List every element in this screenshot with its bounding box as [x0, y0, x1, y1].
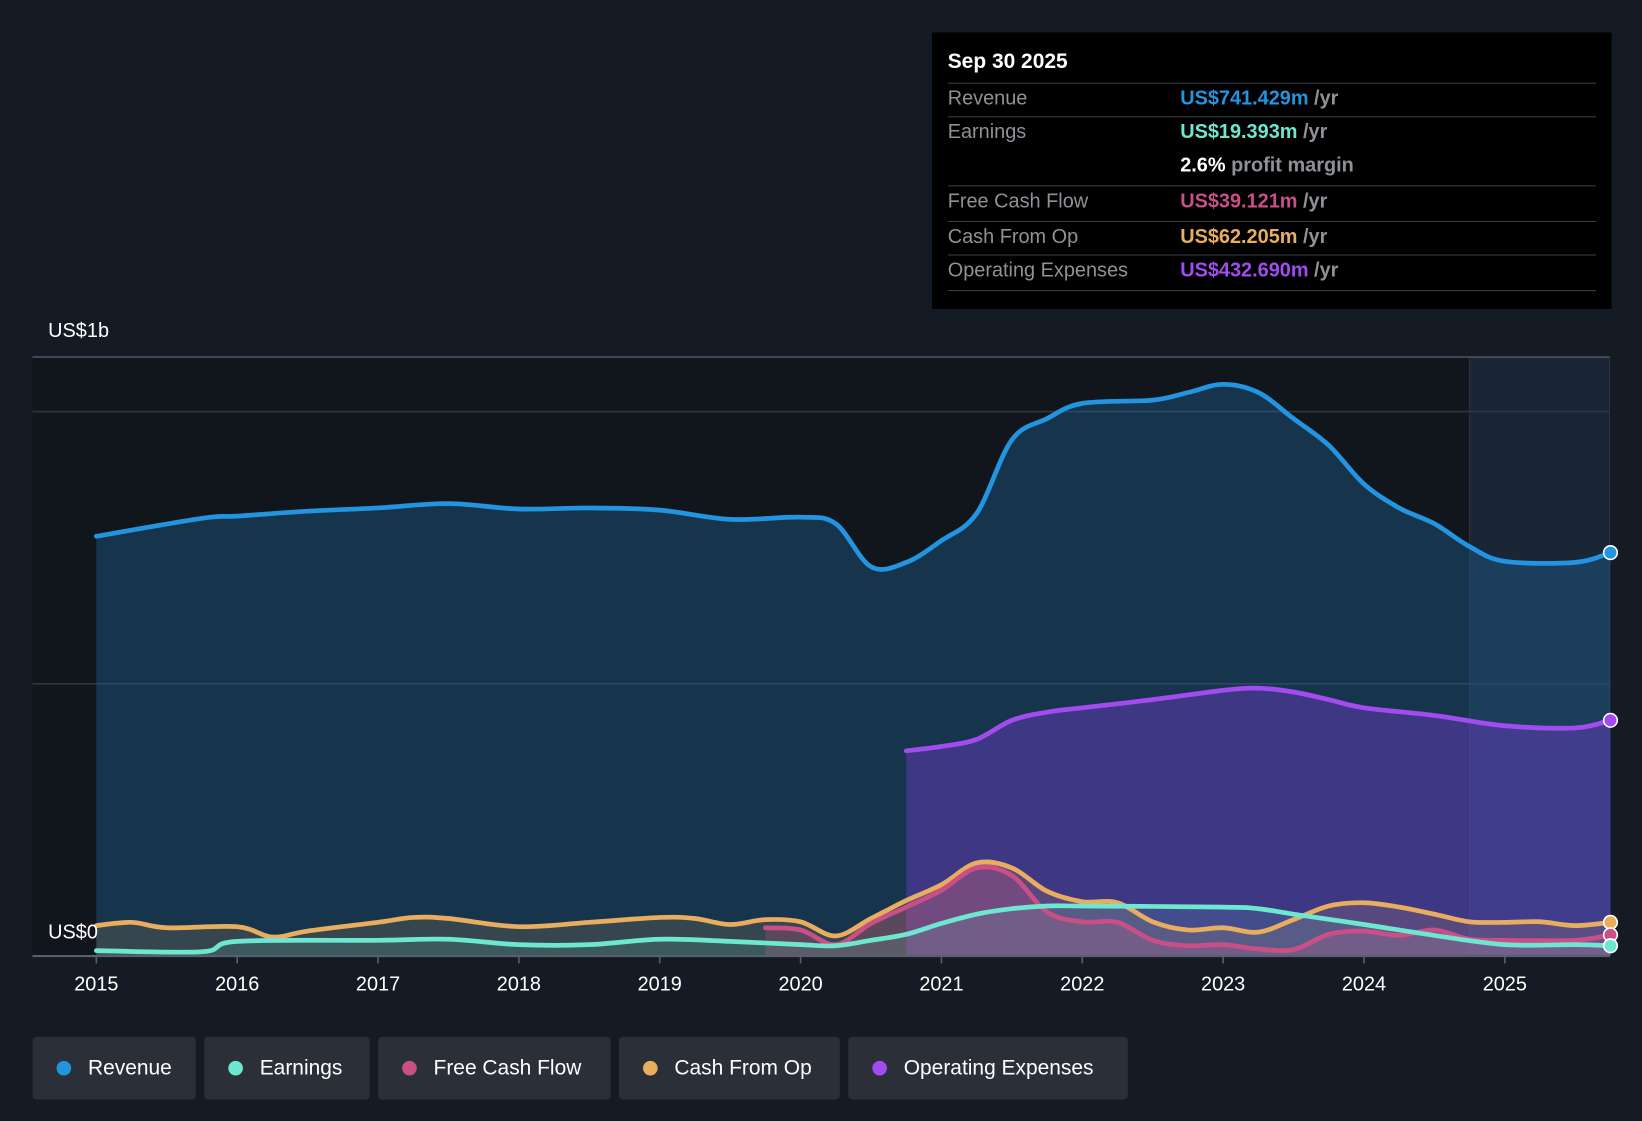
cash-from-op-line: [93, 859, 1613, 940]
tooltip-value: US$39.121m /yr: [1180, 190, 1328, 213]
tooltip-unit: /yr: [1314, 87, 1339, 110]
tooltip-unit: /yr: [1302, 121, 1328, 144]
legend-dot-icon: [872, 1060, 887, 1076]
revenue-area: [96, 384, 1611, 957]
operating-expenses-line: [903, 685, 1613, 754]
tooltip-label: Free Cash Flow: [947, 190, 1089, 213]
x-tick-label: 2025: [1483, 974, 1527, 996]
legend-item-operating-expenses[interactable]: Operating Expenses: [848, 1036, 1128, 1100]
x-tick-label: 2015: [74, 974, 118, 996]
tooltip-row: Earnings US$19.393m /yr: [947, 116, 1596, 151]
earnings-line: [93, 903, 1613, 955]
tooltip-value: US$741.429m /yr: [1180, 87, 1339, 110]
x-tick-label: 2022: [1060, 974, 1104, 996]
x-tick-label: 2019: [638, 974, 682, 996]
legend-dot-icon: [402, 1060, 417, 1076]
tooltip-label: Revenue: [947, 87, 1028, 110]
tooltip-row: Revenue US$741.429m /yr: [947, 82, 1596, 118]
legend-label: Operating Expenses: [903, 1056, 1094, 1080]
x-tick-label: 2021: [919, 974, 963, 996]
operating-expenses-area: [906, 688, 1611, 957]
x-tick-label: 2017: [356, 974, 400, 996]
tooltip: Sep 30 2025 Revenue US$741.429m /yr Earnin…: [932, 32, 1612, 309]
legend-item-revenue[interactable]: Revenue: [32, 1036, 196, 1100]
legend-item-free-cash-flow[interactable]: Free Cash Flow: [378, 1036, 611, 1100]
tooltip-row: 2.6% profit margin: [948, 151, 1596, 185]
legend-dot-icon: [642, 1060, 658, 1076]
tooltip-value: US$432.690m /yr: [1180, 259, 1339, 282]
legend-dot-icon: [56, 1060, 72, 1076]
tooltip-row: Operating Expenses US$432.690m /yr: [947, 254, 1596, 289]
legend-label: Free Cash Flow: [433, 1056, 582, 1080]
x-tick-label: 2018: [497, 974, 541, 996]
x-tick-label: 2023: [1201, 974, 1245, 996]
tooltip-row: Free Cash Flow US$39.121m /yr: [947, 185, 1596, 220]
tooltip-value: 2.6% profit margin: [1180, 154, 1354, 177]
cash-from-op-area: [96, 861, 1611, 957]
revenue-line: [93, 381, 1613, 572]
tooltip-label: Earnings: [947, 121, 1027, 144]
tooltip-unit: profit margin: [1231, 154, 1354, 177]
operating-expenses-end-point: [1602, 712, 1619, 728]
x-tick-label: 2024: [1342, 974, 1386, 996]
legend-label: Earnings: [259, 1056, 343, 1080]
plot-background: [32, 357, 1610, 957]
tooltip-unit: /yr: [1314, 259, 1339, 282]
legend-item-cash-from-op[interactable]: Cash From Op: [618, 1036, 840, 1100]
earnings-end-point: [1602, 938, 1619, 954]
tooltip-value: US$19.393m /yr: [1180, 121, 1328, 144]
cash-from-op-end-point: [1602, 914, 1619, 930]
legend-item-earnings[interactable]: Earnings: [204, 1036, 370, 1100]
legend-dot-icon: [228, 1060, 243, 1076]
y-axis-top-label: US$1b: [48, 320, 110, 343]
x-tick-label: 2020: [778, 974, 822, 996]
tooltip-divider: [947, 290, 1596, 292]
y-axis-zero-label: US$0: [48, 921, 98, 944]
x-tick-label: 2016: [215, 974, 259, 996]
free-cash-flow-line: [763, 864, 1613, 954]
legend-label: Revenue: [87, 1056, 172, 1080]
tooltip-unit: /yr: [1302, 190, 1328, 213]
tooltip-date: Sep 30 2025: [947, 50, 1068, 74]
forecast-highlight: [1469, 356, 1611, 957]
tooltip-label: Operating Expenses: [947, 259, 1129, 282]
legend-label: Cash From Op: [674, 1056, 812, 1080]
free-cash-flow-area: [765, 866, 1611, 957]
tooltip-unit: /yr: [1302, 226, 1328, 249]
tooltip-row: Cash From Op US$62.205m /yr: [947, 220, 1596, 256]
tooltip-value: US$62.205m /yr: [1180, 226, 1328, 249]
tooltip-label: Cash From Op: [947, 226, 1079, 249]
revenue-end-point: [1602, 544, 1619, 561]
